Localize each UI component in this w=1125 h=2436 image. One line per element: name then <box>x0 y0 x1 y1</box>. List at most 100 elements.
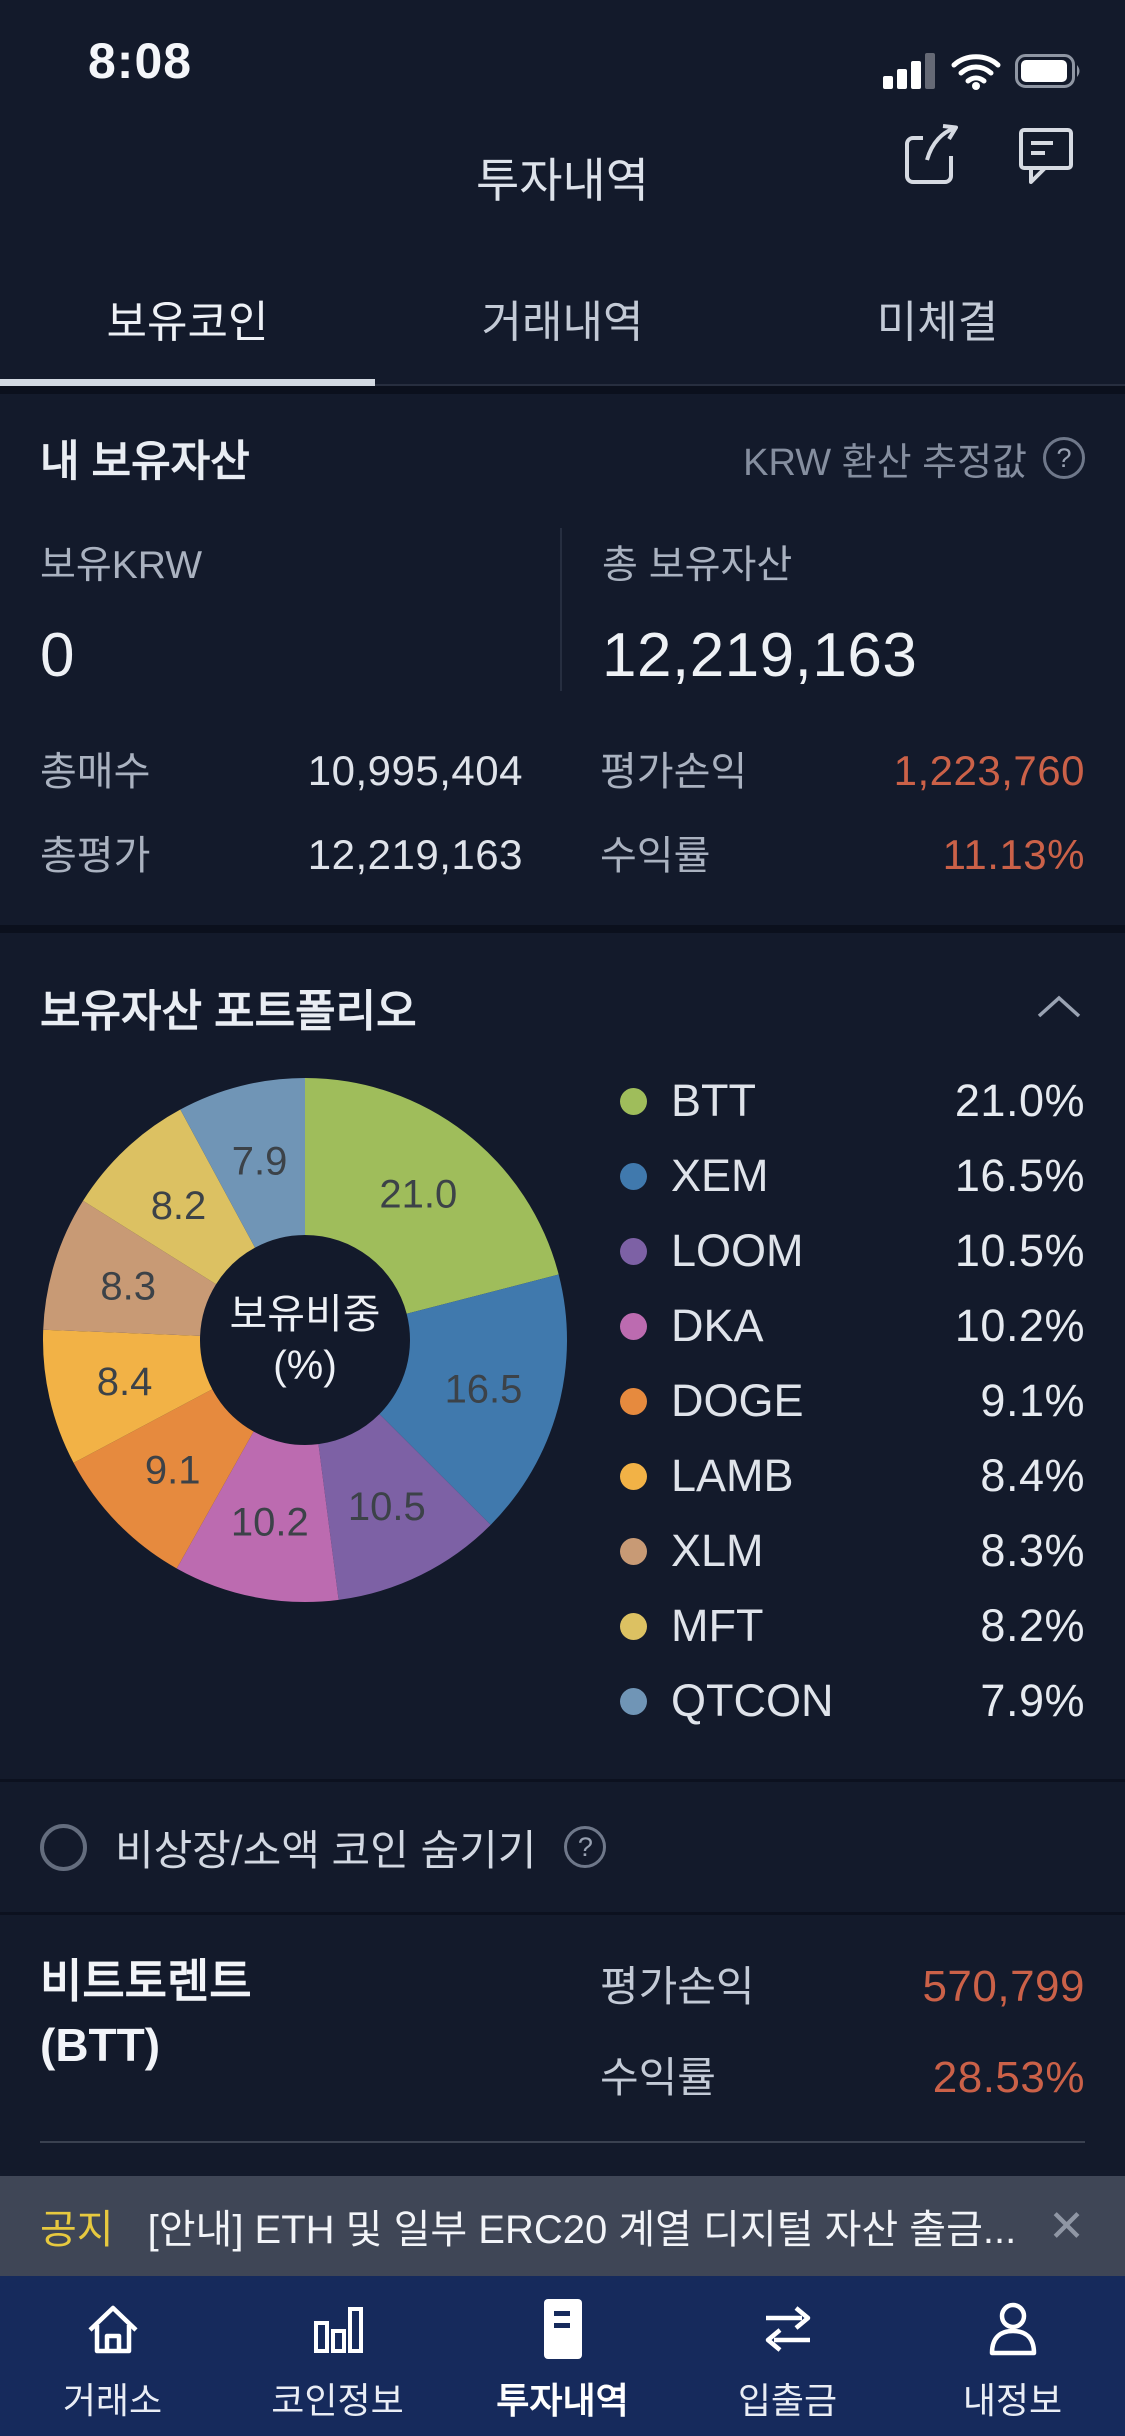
pie-slice-dka <box>176 1431 339 1602</box>
notice-banner[interactable]: 공지 [안내] ETH 및 일부 ERC20 계열 디지털 자산 출금... ✕ <box>0 2176 1125 2276</box>
legend-coin-symbol: MFT <box>671 1600 764 1651</box>
hide-small-coins-row[interactable]: 비상장/소액 코인 숨기기 ? <box>0 1782 1125 1912</box>
legend-coin-symbol: XEM <box>671 1150 769 1201</box>
bar-chart-icon <box>305 2296 371 2362</box>
tab-trade-history[interactable]: 거래내역 <box>481 298 644 347</box>
legend-percent: 8.3% <box>980 1525 1085 1576</box>
pie-slice-label: 10.2 <box>231 1501 309 1545</box>
hide-small-coins-label: 비상장/소액 코인 숨기기 <box>115 1826 537 1874</box>
return-rate-value: 11.13% <box>942 831 1085 878</box>
legend-coin-symbol: LAMB <box>671 1450 794 1501</box>
tabbar-item-investments[interactable]: 투자내역 <box>450 2296 675 2436</box>
pie-slice-qtcon <box>180 1078 305 1248</box>
tabbar-item-deposit-withdraw[interactable]: 입출금 <box>675 2296 900 2436</box>
transfer-arrows-icon <box>755 2296 821 2362</box>
tabbar-item-my-info[interactable]: 내정보 <box>900 2296 1125 2436</box>
pie-slice-xem <box>379 1274 567 1525</box>
section-divider <box>0 1912 1125 1915</box>
active-tab-underline <box>0 379 375 386</box>
legend-percent: 16.5% <box>954 1150 1085 1201</box>
legend-dot <box>620 1612 647 1640</box>
pie-slice-label: 16.5 <box>445 1368 523 1412</box>
hold-krw-block: 보유KRW 0 <box>40 528 560 691</box>
legend-dot <box>620 1537 647 1565</box>
holding-ror-row: 수익률 28.53% <box>600 2044 1085 2105</box>
legend-dot <box>620 1312 647 1340</box>
pie-slice-loom <box>318 1414 491 1600</box>
legend-coin-symbol: DKA <box>671 1300 764 1351</box>
notice-text[interactable]: [안내] ETH 및 일부 ERC20 계열 디지털 자산 출금... <box>147 2208 1017 2252</box>
holding-pl-row: 평가손익 570,799 <box>600 1953 1085 2014</box>
legend-coin-symbol: XLM <box>671 1525 764 1576</box>
pie-slice-lamb <box>42 1329 213 1463</box>
hide-small-coins-radio[interactable] <box>40 1823 87 1871</box>
legend-item-btt: BTT 21.0% <box>620 1075 1085 1126</box>
holding-ror-value: 28.53% <box>932 2053 1085 2102</box>
total-assets-value: 12,219,163 <box>602 621 918 690</box>
row-divider <box>40 2141 1085 2143</box>
portfolio-legend: BTT 21.0% XEM 16.5% LOOM 10.5% DKA 10.2% DOGE 9.1… <box>570 1075 1125 1726</box>
legend-item-dka: DKA 10.2% <box>620 1300 1085 1351</box>
pie-slice-mft <box>83 1109 256 1285</box>
tabbar-item-exchange[interactable]: 거래소 <box>0 2296 225 2436</box>
portfolio-title: 보유자산 포트폴리오 <box>40 987 417 1036</box>
tab-open-orders[interactable]: 미체결 <box>876 298 999 347</box>
legend-dot <box>620 1087 647 1115</box>
legend-item-qtcon: QTCON 7.9% <box>620 1675 1085 1726</box>
pie-slice-label: 8.2 <box>151 1184 207 1228</box>
page-title: 투자내역 <box>476 153 649 207</box>
cellular-signal-icon <box>883 52 937 90</box>
legend-percent: 21.0% <box>954 1075 1085 1126</box>
share-button[interactable] <box>895 118 969 192</box>
legend-item-doge: DOGE 9.1% <box>620 1375 1085 1426</box>
holding-pl-value: 570,799 <box>922 1962 1085 2011</box>
notice-badge: 공지 <box>40 2208 114 2252</box>
legend-dot <box>620 1237 647 1265</box>
pie-slice-doge <box>73 1389 254 1569</box>
pie-slice-label: 9.1 <box>145 1448 201 1492</box>
legend-coin-symbol: LOOM <box>671 1225 804 1276</box>
header: 투자내역 <box>0 100 1125 252</box>
tabbar-item-coin-info[interactable]: 코인정보 <box>225 2296 450 2436</box>
legend-percent: 10.2% <box>954 1300 1085 1351</box>
total-buy-row: 총매수 10,995,404 <box>40 739 523 797</box>
legend-item-mft: MFT 8.2% <box>620 1600 1085 1651</box>
total-eval-label: 총평가 <box>40 834 151 878</box>
pie-slice-btt <box>305 1078 559 1314</box>
help-icon[interactable]: ? <box>1043 437 1085 479</box>
pie-slice-label: 21.0 <box>379 1173 457 1217</box>
pie-slice-label: 8.3 <box>100 1264 156 1308</box>
pie-slice-label: 8.4 <box>97 1360 153 1404</box>
legend-percent: 8.4% <box>980 1450 1085 1501</box>
legend-percent: 8.2% <box>980 1600 1085 1651</box>
collapse-chevron-up-icon[interactable] <box>1033 992 1085 1022</box>
pie-slice-xlm <box>43 1200 217 1336</box>
valuation-pl-row: 평가손익 1,223,760 <box>600 739 1085 797</box>
holding-item-btt[interactable]: 비트토렌트 (BTT) 평가손익 570,799 수익률 28.53% <box>0 1915 1125 2176</box>
legend-coin-symbol: BTT <box>671 1075 756 1126</box>
segment-tabs: 보유코인 거래내역 미체결 <box>0 252 1125 386</box>
section-divider <box>0 925 1125 933</box>
help-icon[interactable]: ? <box>564 1826 607 1868</box>
krw-estimate-note: KRW 환산 추정값 ? <box>743 431 1085 486</box>
tab-holdings[interactable]: 보유코인 <box>106 298 269 347</box>
legend-dot <box>620 1687 647 1715</box>
section-divider <box>0 386 1125 394</box>
home-icon <box>80 2296 146 2362</box>
legend-item-loom: LOOM 10.5% <box>620 1225 1085 1276</box>
legend-percent: 7.9% <box>980 1675 1085 1726</box>
close-icon[interactable]: ✕ <box>1048 2201 1085 2251</box>
total-eval-value: 12,219,163 <box>307 831 523 878</box>
comment-button[interactable] <box>1009 118 1083 192</box>
total-eval-row: 총평가 12,219,163 <box>40 823 523 881</box>
legend-percent: 9.1% <box>980 1375 1085 1426</box>
legend-item-xem: XEM 16.5% <box>620 1150 1085 1201</box>
total-buy-label: 총매수 <box>40 750 151 794</box>
holding-pl-label: 평가손익 <box>600 1963 755 2010</box>
valuation-pl-label: 평가손익 <box>600 750 748 794</box>
battery-icon <box>1015 52 1083 90</box>
my-assets-section: 내 보유자산 KRW 환산 추정값 ? 보유KRW 0 총 보유자산 12,21… <box>0 394 1125 925</box>
legend-dot <box>620 1387 647 1415</box>
return-rate-row: 수익률 11.13% <box>600 823 1085 881</box>
